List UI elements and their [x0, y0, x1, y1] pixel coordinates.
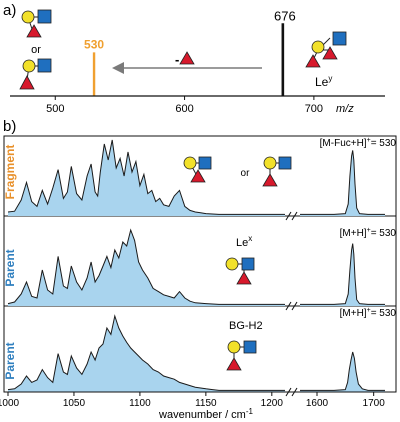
glycan-icon-b1 [183, 156, 212, 183]
fucose-icon [190, 169, 206, 183]
fucose-icon [226, 357, 242, 371]
trace-1-left-line [7, 139, 285, 215]
glcnac-icon [332, 31, 347, 46]
trace-1-tag: [M-Fuc+H]+= 530 [320, 137, 397, 149]
trace-1-left-fill [8, 140, 285, 216]
glycan-icon-lex [225, 257, 255, 285]
panel-a-label: a) [3, 2, 16, 19]
panel-b: b) 1000 1050 1100 1150 1200 1600 1700 wavenumb… [0, 118, 397, 421]
side-label-parent-2: Parent [3, 342, 17, 379]
ms-peaks [92, 23, 285, 96]
ms-axis-label: m/z [336, 103, 354, 115]
fucose-icon [305, 54, 321, 68]
glcnac-icon [243, 340, 257, 354]
ms-xtick-label: 500 [46, 103, 64, 115]
trace-1-right-line [300, 150, 385, 215]
ir-xtick-label: 1000 [0, 398, 20, 409]
peak-label-530: 530 [84, 37, 104, 51]
loss-arrow [112, 62, 262, 74]
galactose-icon [311, 40, 325, 54]
peak-label-676: 676 [274, 8, 296, 23]
axis-break [285, 301, 292, 311]
ir-xtick-label: 1050 [63, 398, 86, 409]
lewis-y-label: Ley [315, 74, 332, 89]
galactose-icon [21, 10, 35, 24]
trace-2-left-fill [8, 230, 285, 306]
ir-xtick-label: 1700 [363, 398, 386, 409]
trace-1-labels: Fragment [M-Fuc+H]+= 530 or [3, 137, 396, 199]
side-label-parent-1: Parent [3, 249, 17, 286]
trace-3-right-fill [300, 352, 385, 392]
axis-break [285, 211, 292, 221]
ir-xtick-label: 1600 [306, 398, 329, 409]
fucose-icon [26, 24, 42, 38]
ir-xlabel: wavenumber / cm-1 [158, 407, 253, 421]
glcnac-icon [241, 257, 255, 271]
trace-2-labels: Parent [M+H]+= 530 Lex [3, 227, 396, 287]
galactose-icon [263, 156, 277, 170]
glycan-icon-b2 [262, 156, 292, 187]
glycan-icon-a1 [21, 9, 52, 38]
loss-minus: - [175, 52, 179, 67]
trace-3-tag: [M+H]+= 530 [340, 307, 397, 319]
glcnac-icon [198, 156, 212, 170]
bg-h2-label: BG-H2 [229, 320, 263, 332]
ir-frame [3, 135, 397, 393]
axis-break [291, 301, 298, 311]
galactose-icon [227, 340, 241, 354]
glcnac-icon [278, 156, 292, 170]
ir-xtick-label: 1100 [129, 398, 151, 409]
ms-xtick-label: 700 [305, 103, 323, 115]
fucose-icon [322, 46, 338, 60]
lewis-x-label: Lex [236, 234, 252, 249]
axis-break [291, 211, 298, 221]
glcnac-icon [37, 58, 52, 73]
trace-3-left-line [7, 314, 285, 391]
ir-traces [3, 135, 397, 397]
glycan-icon-ley [305, 31, 347, 68]
fucose-icon [236, 271, 252, 285]
galactose-icon [22, 59, 36, 73]
ir-axis: 1000 1050 1100 1150 1200 1600 1700 [0, 392, 385, 409]
ms-xtick-label: 600 [175, 103, 193, 115]
trace-3-right-line [300, 351, 385, 391]
trace-3-left-fill [8, 316, 285, 392]
glycan-icon-a2 [19, 58, 52, 90]
trace-2-tag: [M+H]+= 530 [340, 227, 397, 239]
trace-2-left-line [7, 228, 285, 305]
galactose-icon [225, 257, 239, 271]
side-label-fragment: Fragment [3, 145, 17, 200]
trace-1-right-fill [300, 150, 385, 216]
panel-a: a) or 530 676 - [3, 2, 385, 115]
fucose-icon [19, 75, 35, 90]
ms-axis: 500 600 700 [10, 95, 385, 115]
fucose-icon [179, 51, 195, 65]
ir-xtick-label: 1150 [195, 398, 217, 409]
panel-b-label: b) [3, 118, 16, 135]
glycan-icon-bgh2 [226, 340, 257, 371]
trace-2-right-line [300, 243, 385, 305]
trace-1-or: or [241, 168, 251, 179]
galactose-icon [183, 156, 197, 170]
trace-3-labels: Parent [M+H]+= 530 BG-H2 [3, 307, 396, 380]
fucose-icon [262, 173, 278, 187]
trace-2-right-fill [300, 243, 385, 306]
glcnac-icon [37, 9, 52, 24]
ir-xtick-label: 1200 [261, 398, 284, 409]
or-label-a: or [31, 44, 41, 56]
